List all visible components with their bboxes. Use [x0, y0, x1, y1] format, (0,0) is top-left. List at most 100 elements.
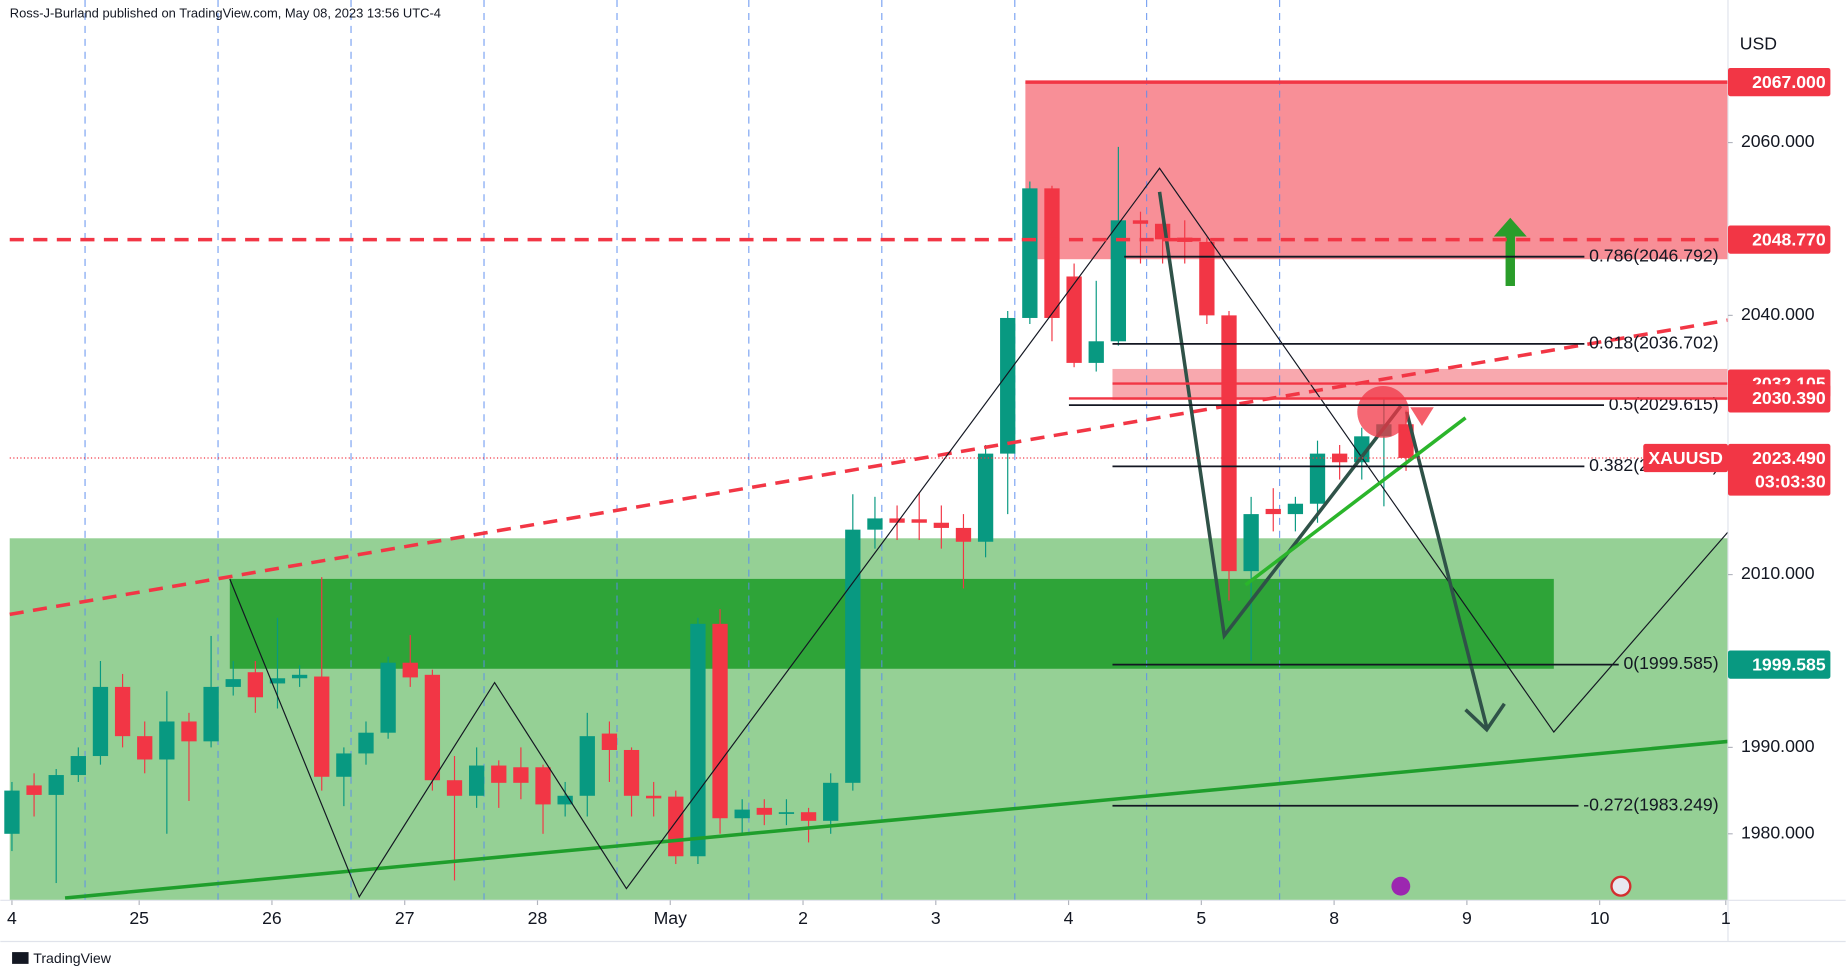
candle-body	[623, 749, 640, 796]
price-tag-label: 2030.390	[1752, 388, 1826, 408]
candle-body	[867, 518, 883, 530]
symbol-tag	[1643, 443, 1728, 473]
candle-body	[491, 765, 507, 783]
candle-body	[579, 736, 595, 796]
candle-body	[955, 527, 972, 542]
candle-body	[114, 686, 131, 737]
candle-body	[690, 623, 706, 857]
candle-body	[800, 812, 817, 821]
x-tick-label: 2	[798, 908, 808, 928]
price-tag-label: 2048.770	[1752, 229, 1826, 249]
candle-body	[1265, 508, 1281, 515]
candle-body	[336, 753, 352, 777]
candle-body	[1243, 514, 1259, 572]
x-tick-label: 4	[1064, 908, 1074, 928]
price-tag-label: 1999.585	[1752, 654, 1826, 674]
candle-body	[668, 796, 684, 857]
candle-body	[823, 782, 839, 821]
x-tick-label: 28	[528, 908, 548, 928]
rising-line	[1244, 416, 1467, 587]
price-tag	[1727, 384, 1831, 413]
candle-body	[181, 721, 197, 742]
candle-body	[380, 662, 396, 733]
resistance-trendline	[9, 318, 1729, 617]
candle-body	[1354, 436, 1370, 463]
candle-body	[92, 686, 109, 757]
candle-body	[225, 679, 241, 687]
x-tick-label: 25	[129, 908, 149, 928]
candle-body	[1309, 453, 1326, 504]
support-trendline	[64, 739, 1729, 900]
zones	[9, 82, 1728, 901]
candle-body	[1132, 220, 1149, 224]
down-arrow	[1404, 411, 1489, 728]
candle-body	[4, 790, 20, 834]
fib-label: 0(1999.585)	[1623, 653, 1718, 673]
y-tick-label: 2060.000	[1741, 131, 1815, 151]
down-arrow-head	[1464, 702, 1506, 733]
y-tick-label: 1990.000	[1741, 736, 1815, 756]
candle-body	[137, 736, 153, 760]
event-icon	[1391, 876, 1411, 896]
candle-body	[314, 676, 330, 777]
candle-body	[247, 672, 264, 698]
candle-body	[1000, 317, 1016, 454]
x-tick-label: 5	[1196, 908, 1206, 928]
attribution: Ross-J-Burland published on TradingView.…	[10, 6, 441, 21]
x-tick-label: 1	[1721, 908, 1731, 928]
x-tick-label: 10	[1590, 908, 1610, 928]
candle-body	[756, 807, 772, 815]
candle-body	[1088, 341, 1104, 363]
up-arrow-shaft	[1505, 233, 1515, 286]
candle-body	[557, 795, 573, 805]
candle-body	[734, 809, 750, 819]
candle-body	[712, 623, 728, 819]
candle-body	[159, 721, 175, 760]
candle-body	[1066, 276, 1082, 363]
candle-body	[48, 775, 64, 795]
x-tick-label: 27	[395, 908, 415, 928]
last-price-label: 2023.490	[1752, 448, 1826, 468]
candle-body	[468, 765, 485, 796]
candle-body	[424, 674, 441, 781]
candle-body	[1331, 453, 1348, 463]
levels: 0.786(2046.792) 0.618(2036.702) 0.5(2029.6…	[9, 80, 1728, 814]
candle-body	[402, 662, 418, 678]
candle-body	[1044, 188, 1060, 318]
symbol-label: XAUUSD	[1648, 448, 1723, 468]
currency: USD	[1740, 33, 1777, 53]
brand: TradingView	[33, 950, 111, 966]
price-tag	[1727, 225, 1831, 254]
fib-label: 0.786(2046.792)	[1589, 245, 1718, 265]
x-tick-label: May	[654, 908, 688, 928]
fib-label: 0.5(2029.615)	[1609, 394, 1719, 414]
candle-body	[977, 453, 994, 542]
price-tag	[1727, 67, 1831, 97]
candle-body	[646, 795, 662, 799]
candle-body	[1110, 220, 1127, 342]
candle-body	[601, 733, 618, 750]
candle-body	[358, 732, 374, 754]
candle-body	[513, 767, 529, 783]
candle-body	[778, 812, 795, 814]
candle-body	[203, 686, 219, 742]
candle-body	[1287, 503, 1304, 515]
axes: 2067.0002048.7702032.1052030.3901999.585…	[7, 67, 1831, 928]
y-tick-label: 2010.000	[1741, 563, 1815, 583]
y-tick-label: 2040.000	[1741, 304, 1815, 324]
candle-body	[911, 519, 927, 523]
fib-label: 0.618(2036.702)	[1589, 333, 1718, 353]
candle-body	[889, 518, 905, 523]
candle-body	[26, 785, 42, 795]
candle-body	[1022, 188, 1038, 318]
candle-body	[1177, 237, 1193, 242]
last-price-tag	[1727, 443, 1831, 496]
candle-body	[446, 780, 463, 796]
x-tick-label: 26	[262, 908, 282, 928]
x-tick-label: 3	[931, 908, 941, 928]
rejection-marker	[1357, 386, 1410, 438]
candle-body	[1199, 241, 1215, 316]
up-arrow-head	[1493, 217, 1527, 237]
rejection-arrow	[1410, 407, 1434, 427]
